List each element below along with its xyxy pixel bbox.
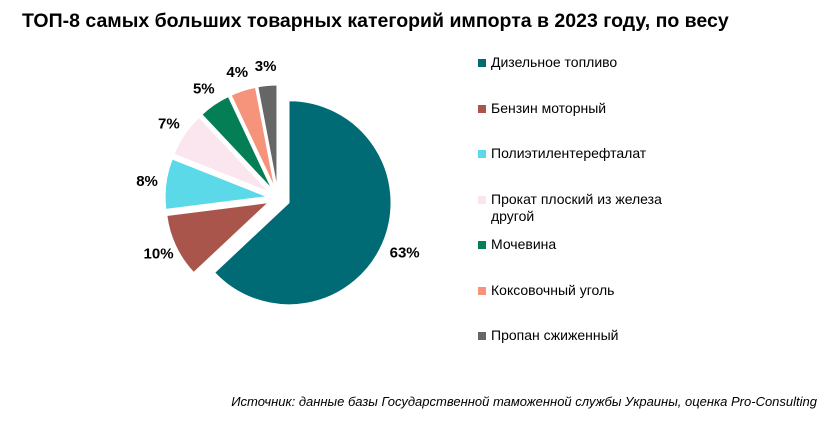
pie-slice	[173, 116, 270, 193]
pie-slice	[164, 158, 268, 210]
pie-slice	[213, 100, 392, 306]
legend-item: Прокат плоский из железа другой	[478, 191, 711, 225]
pie-slice	[230, 86, 276, 188]
slice-data-label: 7%	[158, 115, 180, 132]
legend-label: Прокат плоский из железа другой	[491, 190, 662, 224]
legend-swatch	[478, 241, 486, 249]
legend-swatch	[478, 195, 486, 204]
slice-data-label: 4%	[226, 64, 248, 81]
legend-swatch	[478, 150, 486, 158]
legend-label: Мочевина	[491, 236, 557, 252]
legend-label: Полиэтилентерефталат	[491, 145, 647, 161]
slice-data-label: 3%	[255, 58, 277, 75]
legend-item: Бензин моторный	[478, 100, 711, 117]
slice-data-label: 10%	[144, 246, 174, 263]
legend-swatch	[478, 104, 486, 113]
legend-item: Мочевина	[478, 236, 711, 253]
legend-item: Дизельное топливо	[478, 54, 711, 71]
legend-item: Коксовочный уголь	[478, 282, 711, 299]
pie-slice	[201, 95, 273, 190]
pie-slice	[257, 84, 278, 188]
legend-swatch	[478, 286, 486, 295]
legend-label: Коксовочный уголь	[491, 281, 615, 298]
slice-data-label: 5%	[193, 80, 215, 97]
slice-data-label: 63%	[390, 244, 420, 261]
pie-slice	[166, 201, 270, 274]
legend-label: Пропан сжиженный	[491, 327, 619, 343]
chart-title: ТОП-8 самых больших товарных категорий и…	[22, 10, 729, 32]
legend-label: Бензин моторный	[491, 99, 607, 116]
legend-swatch	[478, 332, 486, 340]
source-note: Источник: данные базы Государственной та…	[231, 394, 817, 409]
legend-item: Полиэтилентерефталат	[478, 145, 711, 162]
legend-item: Пропан сжиженный	[478, 327, 711, 344]
slice-data-label: 8%	[136, 173, 158, 190]
legend-swatch	[478, 59, 486, 67]
legend-label: Дизельное топливо	[491, 54, 618, 70]
